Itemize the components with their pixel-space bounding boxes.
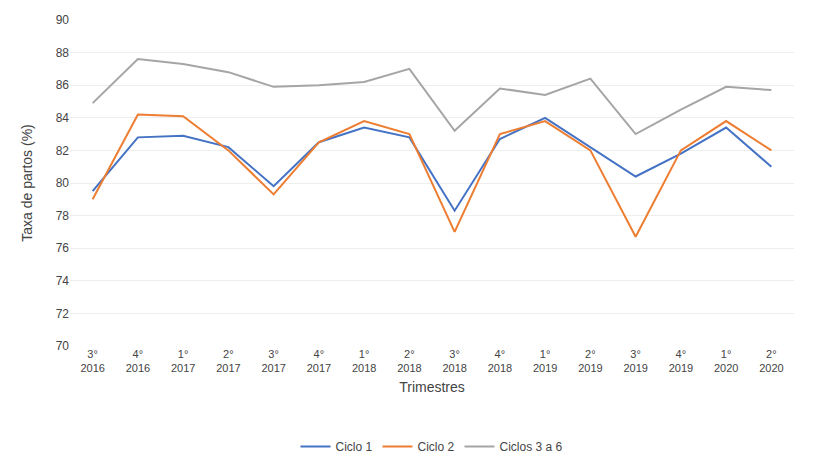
svg-text:74: 74	[56, 274, 70, 288]
svg-text:76: 76	[56, 241, 70, 255]
svg-text:72: 72	[56, 307, 70, 321]
svg-text:1°2017: 1°2017	[171, 348, 195, 374]
svg-text:1°2018: 1°2018	[352, 348, 376, 374]
svg-text:80: 80	[56, 176, 70, 190]
svg-text:70: 70	[56, 339, 70, 353]
svg-text:2°2017: 2°2017	[216, 348, 240, 374]
svg-text:4°2018: 4°2018	[488, 348, 512, 374]
svg-text:3°2016: 3°2016	[80, 348, 104, 374]
svg-text:86: 86	[56, 78, 70, 92]
svg-text:3°2018: 3°2018	[442, 348, 466, 374]
svg-text:1°2020: 1°2020	[714, 348, 738, 374]
svg-text:84: 84	[56, 111, 70, 125]
svg-text:4°2017: 4°2017	[307, 348, 331, 374]
svg-text:Ciclo 2: Ciclo 2	[418, 440, 455, 454]
svg-text:Taxa de partos (%): Taxa de partos (%)	[19, 124, 35, 242]
svg-text:88: 88	[56, 46, 70, 60]
svg-text:Ciclos 3 a 6: Ciclos 3 a 6	[500, 440, 563, 454]
svg-text:4°2019: 4°2019	[669, 348, 693, 374]
svg-text:3°2019: 3°2019	[623, 348, 647, 374]
svg-text:82: 82	[56, 144, 70, 158]
svg-text:3°2017: 3°2017	[261, 348, 285, 374]
svg-text:1°2019: 1°2019	[533, 348, 557, 374]
svg-text:2°2018: 2°2018	[397, 348, 421, 374]
svg-text:90: 90	[56, 13, 70, 27]
svg-text:Ciclo 1: Ciclo 1	[336, 440, 373, 454]
svg-text:Trimestres: Trimestres	[399, 379, 465, 395]
svg-text:78: 78	[56, 209, 70, 223]
svg-text:4°2016: 4°2016	[126, 348, 150, 374]
svg-text:2°2020: 2°2020	[759, 348, 783, 374]
svg-text:2°2019: 2°2019	[578, 348, 602, 374]
